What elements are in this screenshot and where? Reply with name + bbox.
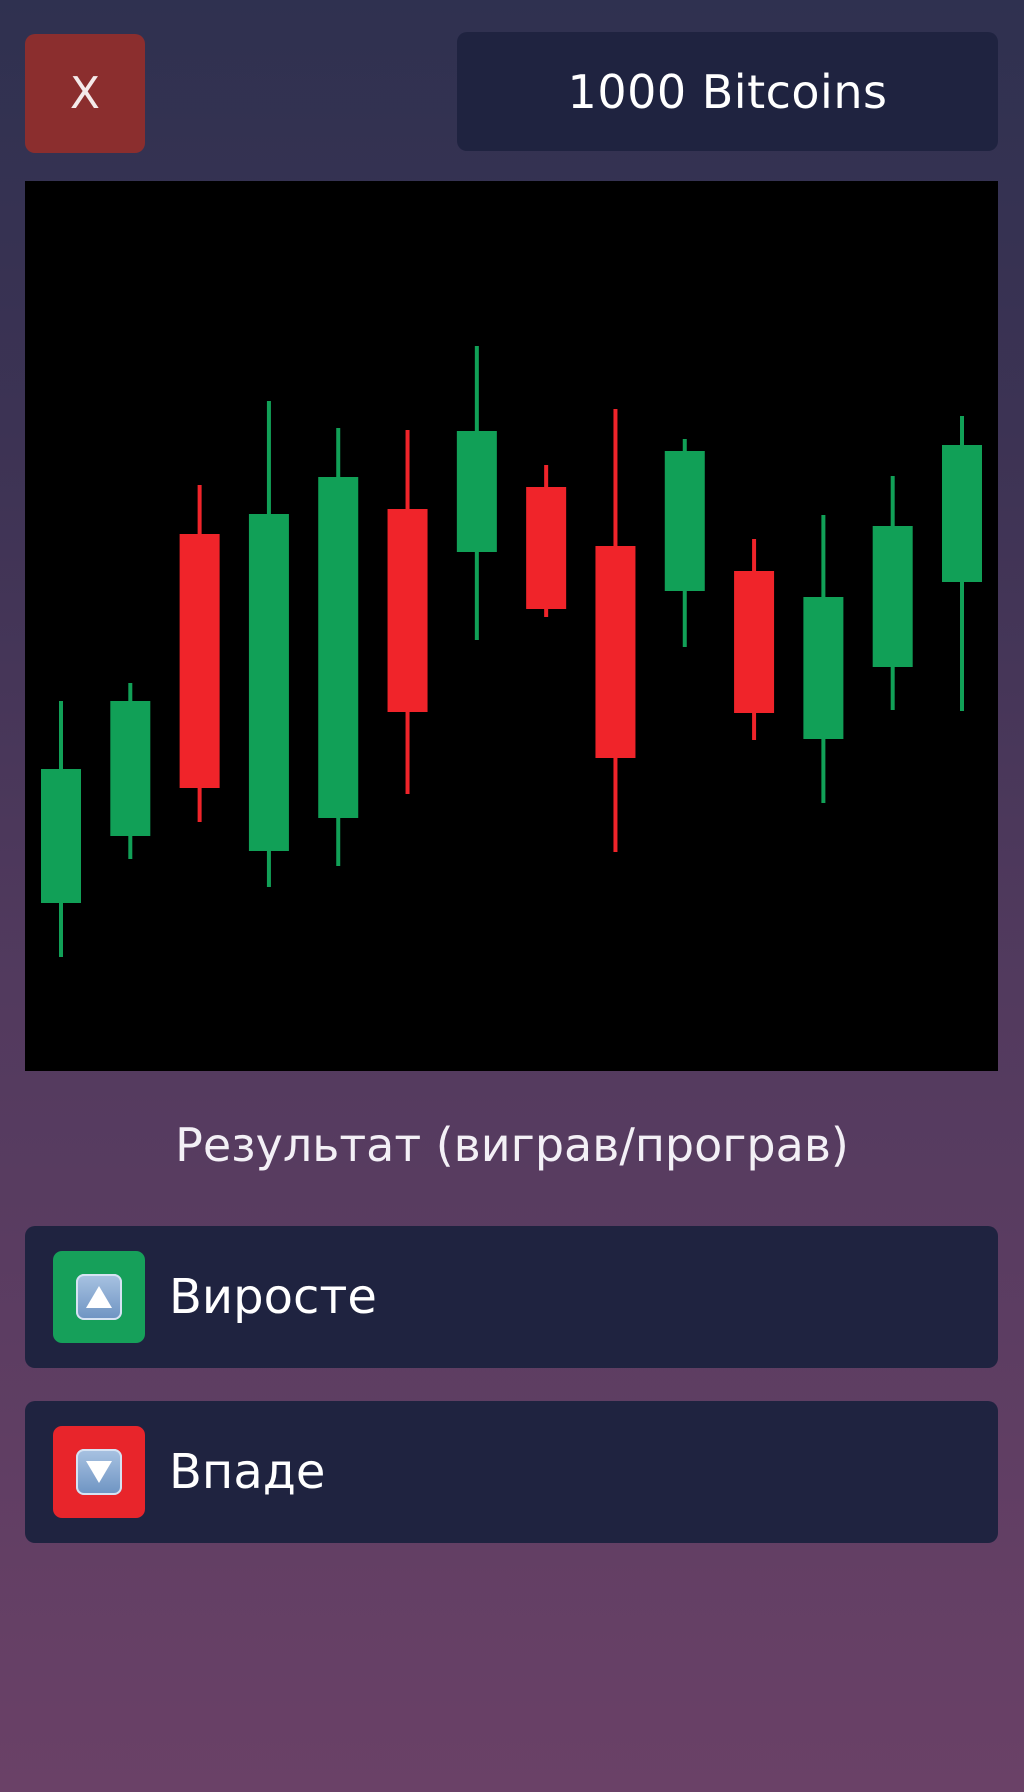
rise-button[interactable]: Виросте [25,1226,998,1368]
up-arrow-icon [53,1251,145,1343]
fall-label: Впаде [169,1444,326,1500]
candle-4 [248,401,289,887]
balance-text: 1000 Bitcoins [567,64,888,119]
fall-button[interactable]: Впаде [25,1401,998,1543]
candle-body [318,477,359,818]
candle-body [803,597,844,739]
candle-body [734,571,775,713]
candle-3 [179,485,220,822]
candle-body [872,526,913,667]
candle-7 [456,346,497,640]
candle-body [110,701,151,836]
candle-13 [872,476,913,710]
candle-12 [803,515,844,803]
down-arrow-icon [53,1426,145,1518]
candle-body [179,534,220,788]
candle-11 [734,539,775,740]
candle-body [942,445,982,582]
candle-8 [526,465,567,617]
candle-body [664,451,705,591]
close-button[interactable]: X [25,34,145,153]
candle-2 [110,683,151,859]
chart-canvas [41,346,982,957]
candle-body [387,509,428,712]
candle-body [248,514,289,851]
candle-9 [595,409,636,852]
candle-10 [664,439,705,647]
candle-5 [318,428,359,866]
candle-body [595,546,636,758]
candle-body [41,769,81,903]
result-label: Результат (виграв/програв) [175,1118,849,1172]
balance-display: 1000 Bitcoins [457,32,998,151]
candlestick-chart [25,181,998,1071]
candle-body [526,487,567,609]
rise-label: Виросте [169,1269,377,1325]
candle-6 [387,430,428,794]
candle-1 [41,701,81,957]
candle-14 [942,416,982,711]
candle-body [456,431,497,552]
